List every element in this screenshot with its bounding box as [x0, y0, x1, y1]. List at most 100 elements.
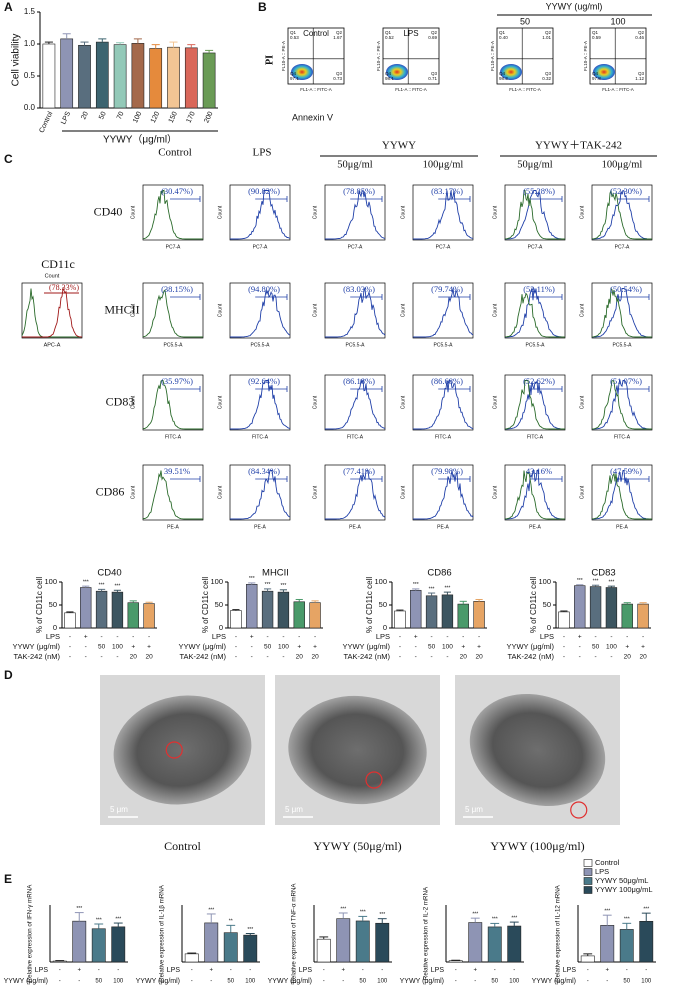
- axis-name: Count: [400, 485, 406, 499]
- bar: [246, 583, 258, 629]
- plot-title: LPS: [403, 29, 418, 38]
- bar: [261, 590, 274, 629]
- axis-name: Count: [400, 205, 406, 219]
- condition-value: -: [78, 979, 80, 985]
- condition-value: -: [323, 968, 325, 974]
- axis-name: FITC-A: [165, 434, 182, 440]
- condition-value: 100: [112, 644, 123, 651]
- axis-name: PC7-A: [166, 244, 181, 250]
- marker-label: CD86: [96, 484, 125, 498]
- quadrant-value: 97.8: [592, 76, 601, 81]
- inset-title: CD11c: [41, 257, 75, 271]
- axis-name: PE-A: [349, 524, 361, 530]
- condition-value: 20: [460, 654, 468, 661]
- axis-name: PE-A: [254, 524, 266, 530]
- condition-value: -: [69, 654, 71, 661]
- gate-percent: (86.68%): [431, 376, 463, 386]
- axis-name: Count: [492, 395, 498, 409]
- x-tick-label: 70: [116, 111, 126, 121]
- significance: ***: [340, 906, 346, 912]
- chart-title: CD83: [591, 568, 615, 579]
- bar: [619, 929, 634, 963]
- bar: [72, 920, 87, 963]
- bar: [336, 918, 351, 963]
- condition-value: -: [266, 654, 268, 661]
- bar: [355, 920, 370, 963]
- bar: [202, 52, 216, 109]
- histogram-frame: [21, 282, 83, 339]
- condition-value: -: [235, 634, 237, 641]
- condition-value: -: [399, 634, 401, 641]
- axis-name: Count: [579, 485, 585, 499]
- axis-name: FITC-A: [347, 434, 364, 440]
- density-blob: [386, 64, 408, 80]
- axis-name: PC5.5-A: [346, 342, 366, 348]
- quadrant-value: 0.52: [385, 35, 394, 40]
- bar: [441, 594, 454, 629]
- condition-value: -: [314, 634, 316, 641]
- y-tick-label: 1.0: [24, 39, 36, 48]
- gate-percent: (51.07%): [610, 376, 642, 386]
- condition-value: 50: [95, 979, 102, 985]
- bar: [600, 925, 615, 963]
- condition-value: +: [313, 644, 317, 651]
- condition-value: +: [641, 644, 645, 651]
- y-tick-label: 0.5: [24, 71, 36, 80]
- condition-value: -: [446, 654, 448, 661]
- bar: [42, 43, 56, 109]
- quadrant-name: Q1: [290, 30, 297, 35]
- caption: YYWY (50μg/ml): [313, 839, 401, 853]
- y-axis-label: PI: [264, 55, 275, 65]
- axis-name: Count: [130, 395, 136, 409]
- bar: [487, 926, 502, 963]
- condition-value: -: [191, 979, 193, 985]
- histogram: [592, 288, 652, 338]
- scale-label: 5 μm: [285, 805, 303, 814]
- axis-name: PC7-A: [253, 244, 268, 250]
- histogram-frame: [324, 282, 386, 339]
- condition-value: 50: [98, 644, 106, 651]
- chart-title: CD86: [427, 568, 451, 579]
- condition-name: LPS: [431, 967, 445, 974]
- significance: ***: [472, 911, 478, 917]
- axis-name: Count: [492, 303, 498, 317]
- y-tick-label: 50: [49, 600, 57, 609]
- gate-percent: (77.41%): [343, 466, 375, 476]
- condition-value: -: [323, 979, 325, 985]
- y-axis-label: % of CD11c cell: [365, 577, 374, 634]
- condition-value: -: [116, 654, 118, 661]
- condition-value: -: [430, 654, 432, 661]
- axis-name: Count: [312, 395, 318, 409]
- y-tick-label: 0.0: [24, 103, 36, 112]
- axis-name: Count: [579, 205, 585, 219]
- condition-value: -: [610, 654, 612, 661]
- condition-value: -: [587, 979, 589, 985]
- y-axis-label: % of CD11c cell: [35, 577, 44, 634]
- histogram: [325, 378, 386, 430]
- quadrant-value: 98.1: [385, 76, 394, 81]
- condition-value: -: [98, 968, 100, 974]
- axis-name: PC7-A: [528, 244, 543, 250]
- condition-name: TAK-242 (nM): [179, 652, 226, 661]
- chart-title: CD40: [97, 568, 121, 579]
- histogram: [504, 292, 565, 338]
- gate-percent: (92.64%): [248, 376, 280, 386]
- quadrant-value: 0.46: [635, 35, 644, 40]
- condition-value: -: [85, 654, 87, 661]
- histogram: [413, 288, 474, 338]
- histogram-frame: [412, 282, 474, 339]
- histogram: [142, 190, 203, 240]
- histogram-frame: [142, 464, 204, 521]
- y-axis-label: Relative expression of IL-12 mRNA: [555, 884, 562, 982]
- histogram: [504, 190, 565, 240]
- marker-label: CD83: [106, 394, 135, 408]
- legend-swatch: [583, 877, 593, 885]
- histogram: [325, 287, 386, 338]
- condition-value: 20: [311, 654, 319, 661]
- condition-value: -: [563, 634, 565, 641]
- quadrant-value: 0.71: [428, 76, 437, 81]
- column-header: Control: [158, 147, 192, 159]
- x-tick-label: 170: [186, 111, 197, 125]
- x-tick-label: Control: [38, 110, 54, 134]
- y-tick-label: 50: [543, 600, 551, 609]
